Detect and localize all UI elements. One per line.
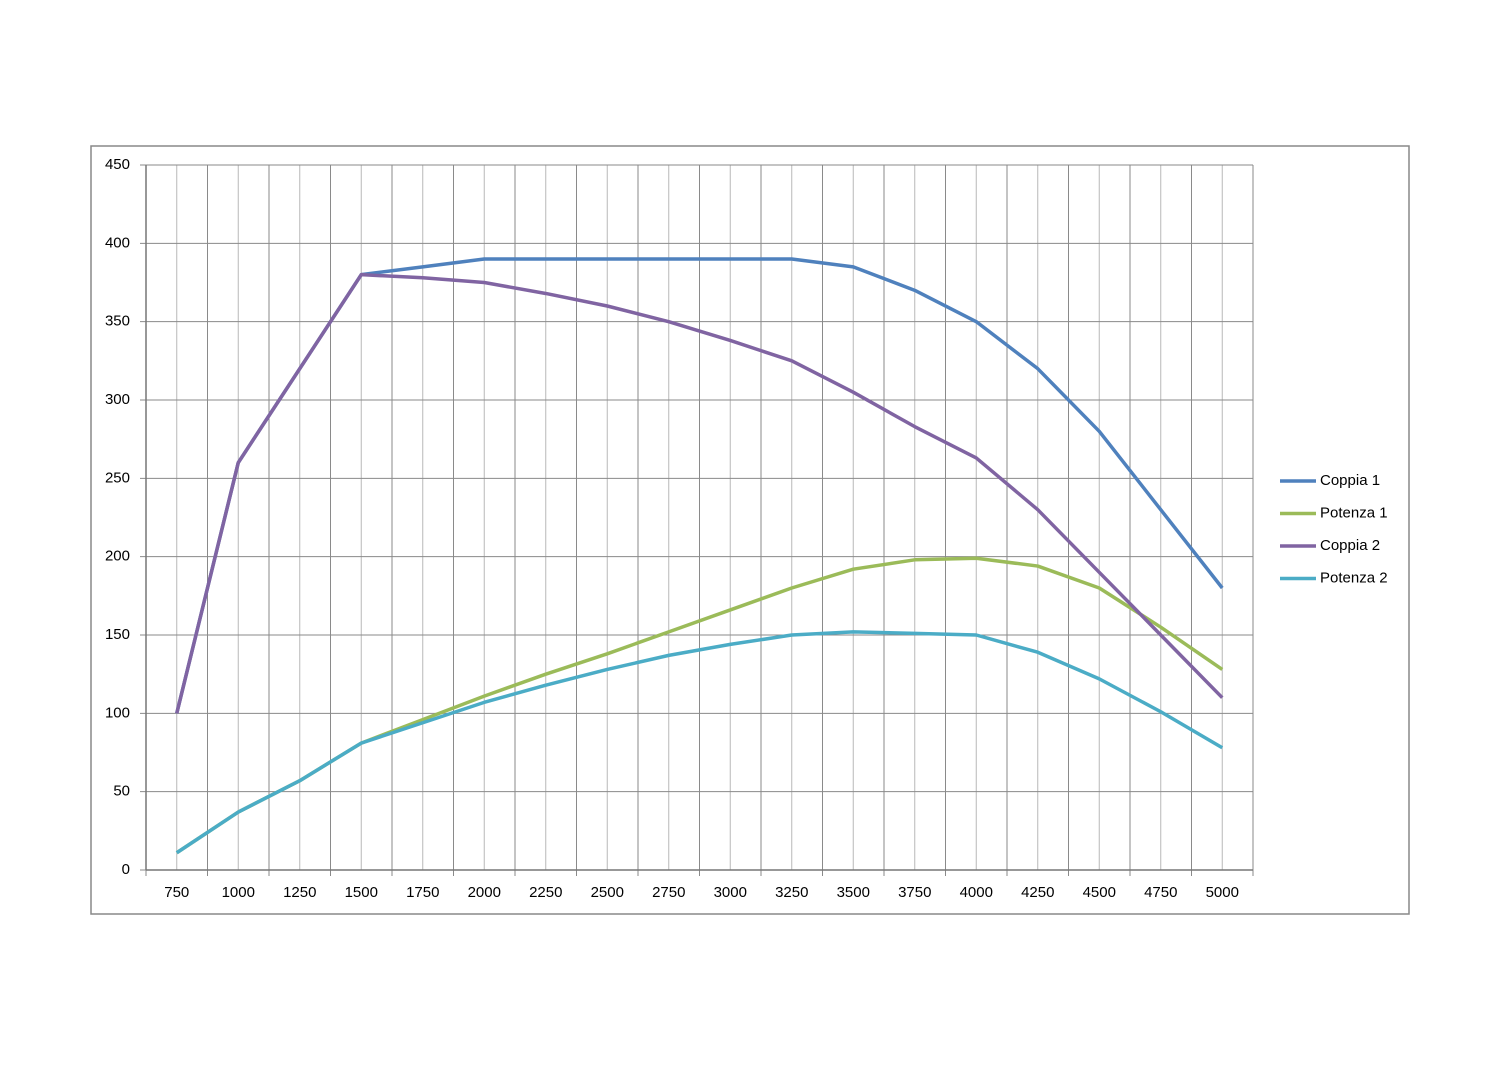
y-tick-label: 150	[105, 626, 130, 643]
y-tick-label: 100	[105, 704, 130, 721]
y-tick-label: 200	[105, 548, 130, 565]
legend-label: Coppia 2	[1320, 537, 1380, 554]
y-tick-label: 400	[105, 234, 130, 251]
x-tick-label: 2750	[652, 884, 685, 901]
x-tick-label: 4000	[960, 884, 993, 901]
x-tick-label: 4250	[1021, 884, 1054, 901]
x-tick-label: 750	[164, 884, 189, 901]
x-tick-label: 1500	[345, 884, 378, 901]
x-tick-label: 3750	[898, 884, 931, 901]
y-tick-label: 300	[105, 391, 130, 408]
y-tick-label: 450	[105, 156, 130, 173]
x-tick-label: 3250	[775, 884, 808, 901]
x-tick-label: 3500	[837, 884, 870, 901]
legend-label: Potenza 1	[1320, 504, 1388, 521]
x-tick-label: 1250	[283, 884, 316, 901]
x-tick-label: 1750	[406, 884, 439, 901]
series-line	[175, 272, 1224, 714]
y-tick-label: 350	[105, 313, 130, 330]
x-tick-label: 4500	[1083, 884, 1116, 901]
legend-label: Potenza 2	[1320, 569, 1388, 586]
x-tick-label: 1000	[222, 884, 255, 901]
y-tick-label: 250	[105, 469, 130, 486]
x-tick-label: 4750	[1144, 884, 1177, 901]
x-tick-label: 3000	[714, 884, 747, 901]
legend-label: Coppia 1	[1320, 472, 1380, 489]
x-tick-label: 5000	[1206, 884, 1239, 901]
y-tick-label: 0	[122, 861, 130, 878]
x-tick-label: 2000	[468, 884, 501, 901]
chart-frame	[90, 145, 1410, 915]
x-tick-label: 2500	[591, 884, 624, 901]
series-line	[175, 630, 1224, 855]
y-tick-label: 50	[113, 783, 130, 800]
x-tick-label: 2250	[529, 884, 562, 901]
